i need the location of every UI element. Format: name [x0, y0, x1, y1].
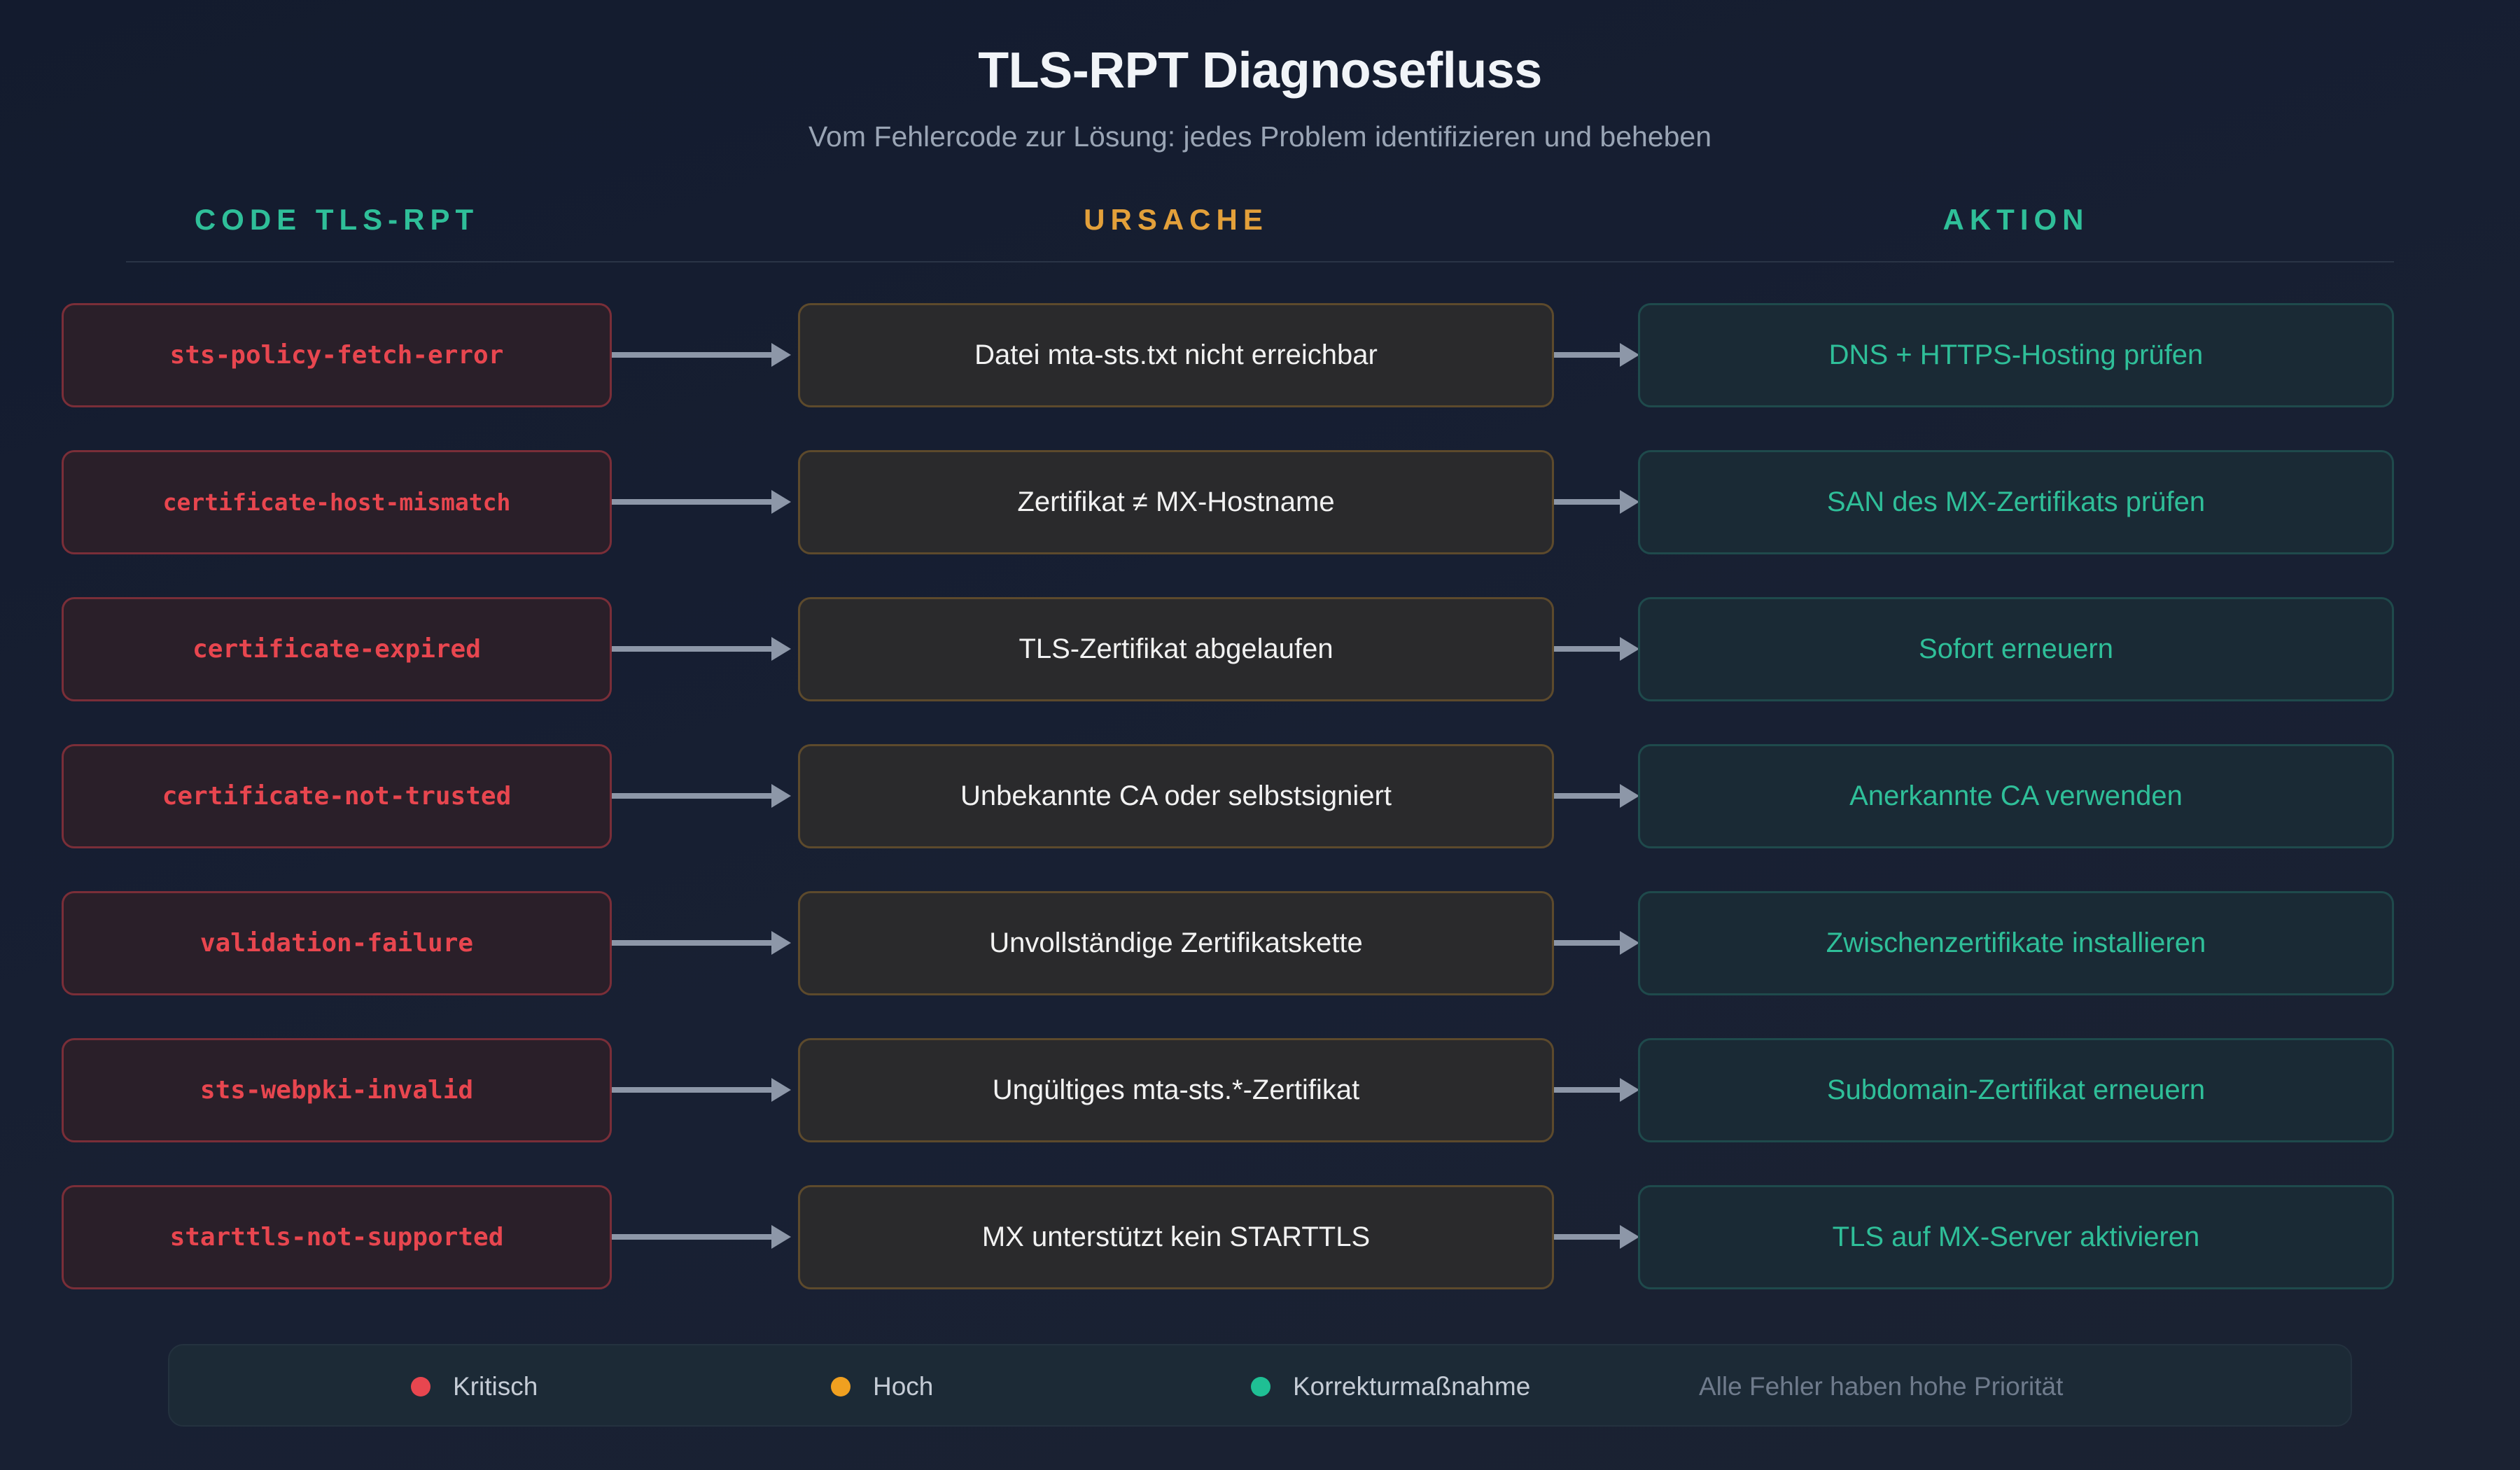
cause-box: MX unterstützt kein STARTTLS	[798, 1185, 1554, 1289]
arrow-cause-to-action	[1554, 784, 1639, 808]
flow-row: sts-webpki-invalid Ungültiges mta-sts.*-…	[0, 1038, 2520, 1147]
error-code-box: sts-policy-fetch-error	[62, 303, 612, 407]
legend-label: Hoch	[873, 1372, 934, 1401]
cause-box: Zertifikat ≠ MX-Hostname	[798, 450, 1554, 554]
column-header-action: AKTION	[1942, 203, 2090, 236]
legend-item-critical: Kritisch	[411, 1345, 538, 1428]
flow-row: starttls-not-supported MX unterstützt ke…	[0, 1185, 2520, 1294]
flow-row: certificate-host-mismatch Zertifikat ≠ M…	[0, 450, 2520, 559]
cause-box: Ungültiges mta-sts.*-Zertifikat	[798, 1038, 1554, 1142]
arrow-code-to-cause	[612, 784, 791, 808]
arrow-code-to-cause	[612, 1078, 791, 1102]
arrow-cause-to-action	[1554, 490, 1639, 514]
legend-note: Alle Fehler haben hohe Priorität	[1699, 1345, 2063, 1428]
orange-dot-icon	[831, 1377, 850, 1396]
header-divider	[126, 261, 2394, 262]
column-header-code: CODE TLS-RPT	[194, 203, 479, 236]
action-box: DNS + HTTPS-Hosting prüfen	[1638, 303, 2394, 407]
cause-box: TLS-Zertifikat abgelaufen	[798, 597, 1554, 701]
legend-label: Korrekturmaßnahme	[1293, 1372, 1531, 1401]
arrow-code-to-cause	[612, 490, 791, 514]
legend: Kritisch Hoch Korrekturmaßnahme Alle Feh…	[168, 1344, 2352, 1427]
page-subtitle: Vom Fehlercode zur Lösung: jedes Problem…	[808, 120, 1712, 153]
arrow-code-to-cause	[612, 637, 791, 661]
legend-item-corrective: Korrekturmaßnahme	[1251, 1345, 1530, 1428]
error-code-box: certificate-expired	[62, 597, 612, 701]
arrow-cause-to-action	[1554, 931, 1639, 955]
legend-item-high: Hoch	[831, 1345, 933, 1428]
legend-note-text: Alle Fehler haben hohe Priorität	[1699, 1372, 2064, 1401]
arrow-code-to-cause	[612, 931, 791, 955]
error-code-box: certificate-host-mismatch	[62, 450, 612, 554]
flow-row: sts-policy-fetch-error Datei mta-sts.txt…	[0, 303, 2520, 412]
error-code-box: validation-failure	[62, 891, 612, 995]
error-code-box: certificate-not-trusted	[62, 744, 612, 848]
arrow-cause-to-action	[1554, 1078, 1639, 1102]
action-box: TLS auf MX-Server aktivieren	[1638, 1185, 2394, 1289]
action-box: Sofort erneuern	[1638, 597, 2394, 701]
flow-row: certificate-not-trusted Unbekannte CA od…	[0, 744, 2520, 853]
cause-box: Unbekannte CA oder selbstsigniert	[798, 744, 1554, 848]
arrow-code-to-cause	[612, 343, 791, 367]
cause-box: Datei mta-sts.txt nicht erreichbar	[798, 303, 1554, 407]
flow-row: validation-failure Unvollständige Zertif…	[0, 891, 2520, 1000]
green-dot-icon	[1251, 1377, 1270, 1396]
action-box: Anerkannte CA verwenden	[1638, 744, 2394, 848]
arrow-cause-to-action	[1554, 637, 1639, 661]
arrow-cause-to-action	[1554, 343, 1639, 367]
red-dot-icon	[411, 1377, 430, 1396]
column-header-cause: URSACHE	[1084, 203, 1268, 236]
arrow-code-to-cause	[612, 1225, 791, 1249]
cause-box: Unvollständige Zertifikatskette	[798, 891, 1554, 995]
legend-label: Kritisch	[453, 1372, 538, 1401]
action-box: Zwischenzertifikate installieren	[1638, 891, 2394, 995]
action-box: SAN des MX-Zertifikats prüfen	[1638, 450, 2394, 554]
flow-row: certificate-expired TLS-Zertifikat abgel…	[0, 597, 2520, 706]
action-box: Subdomain-Zertifikat erneuern	[1638, 1038, 2394, 1142]
arrow-cause-to-action	[1554, 1225, 1639, 1249]
error-code-box: starttls-not-supported	[62, 1185, 612, 1289]
page-title: TLS-RPT Diagnosefluss	[978, 43, 1542, 99]
error-code-box: sts-webpki-invalid	[62, 1038, 612, 1142]
